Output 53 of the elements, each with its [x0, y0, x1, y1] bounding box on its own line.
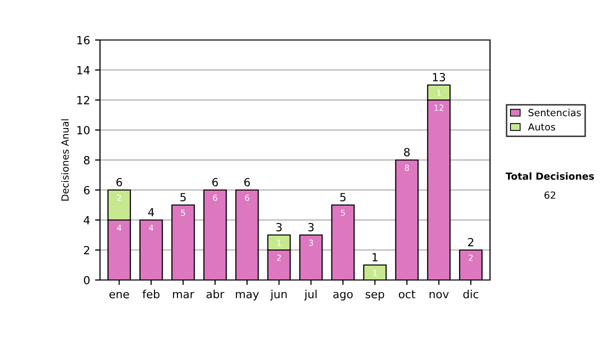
x-tick-label: may [236, 292, 259, 300]
y-tick-label: 16 [77, 36, 90, 44]
y-axis-title: Decisiones Anual [61, 119, 69, 201]
total-label: 13 [433, 72, 446, 82]
total-label: 3 [308, 222, 314, 232]
x-tick-label: jul [304, 290, 317, 300]
x-tick-label: ene [109, 292, 129, 298]
data-label: 1 [437, 90, 441, 96]
data-label: 5 [181, 210, 186, 216]
total-label: 1 [372, 253, 378, 262]
y-tick-label: 6 [84, 186, 90, 194]
y-tick-label: 8 [84, 156, 90, 164]
total-label: 6 [244, 178, 250, 186]
data-label: 2 [276, 254, 281, 261]
data-label: 1 [277, 240, 281, 246]
total-label: 5 [180, 193, 186, 202]
total-label: 8 [404, 148, 410, 156]
data-label: 6 [213, 194, 218, 201]
x-tick-label: feb [142, 290, 160, 298]
total-label: 3 [276, 222, 282, 232]
y-tick-label: 14 [77, 66, 90, 74]
data-label: 3 [308, 240, 313, 246]
x-tick-label: nov [430, 292, 449, 298]
x-tick-label: abr [206, 290, 224, 298]
data-label: 6 [244, 194, 250, 201]
data-label: 2 [117, 194, 121, 201]
legend-label: Sentencias [528, 108, 581, 116]
x-tick-label: oct [398, 290, 416, 298]
y-tick-label: 10 [77, 126, 90, 134]
data-label: 5 [340, 210, 345, 216]
data-label: 2 [468, 254, 473, 261]
data-label: 1 [373, 270, 377, 276]
total-label: 4 [148, 208, 154, 216]
text: 62 [544, 191, 556, 199]
x-tick-label: ago [333, 292, 353, 300]
total-label: 2 [468, 238, 474, 246]
x-tick-label: jun [270, 290, 287, 300]
total-label: 5 [340, 193, 346, 202]
data-label: 4 [148, 224, 154, 231]
x-tick-label: dic [463, 290, 478, 298]
legend-label: Autos [528, 123, 556, 131]
total-label: 6 [116, 178, 122, 186]
text: Total Decisiones [506, 172, 594, 180]
y-tick-label: 12 [77, 96, 90, 104]
y-tick-label: 2 [84, 246, 90, 254]
data-label: 4 [116, 224, 122, 231]
x-tick-label: sep [366, 292, 384, 300]
y-tick-label: 4 [84, 216, 90, 224]
total-label: 6 [212, 178, 218, 186]
y-tick-label: 0 [84, 276, 90, 284]
data-label: 12 [434, 104, 444, 111]
data-label: 8 [404, 164, 409, 171]
x-tick-label: mar [173, 292, 194, 298]
